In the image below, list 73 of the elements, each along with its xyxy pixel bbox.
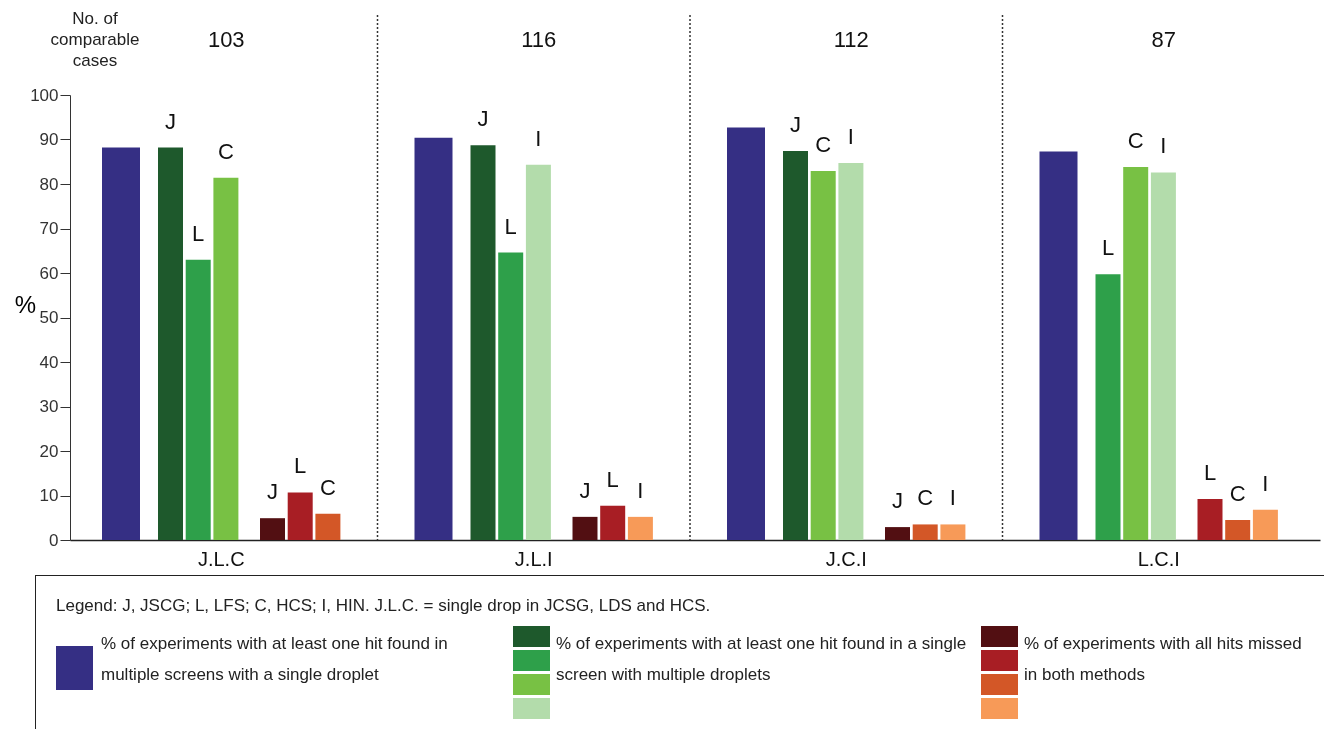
y-tick-label: 100 [30, 85, 59, 105]
bar [525, 164, 551, 540]
bar [783, 151, 808, 540]
data-label: J [790, 112, 801, 138]
data-label: J [477, 106, 489, 132]
bar [838, 163, 864, 540]
data-label: I [535, 125, 542, 151]
text: 103 [207, 27, 245, 52]
y-tick-label: 40 [39, 352, 59, 372]
data-label: J [892, 488, 903, 514]
bar [470, 145, 496, 540]
bar [1150, 172, 1176, 540]
x-tick-label: J.L.C [197, 548, 245, 570]
bar [414, 137, 453, 540]
y-tick-label: 90 [39, 130, 59, 149]
text: No. of comparable cases [49, 8, 141, 71]
data-label: J [165, 108, 176, 134]
data-label: L [1101, 235, 1115, 261]
bar [600, 505, 626, 540]
data-label: L [606, 466, 619, 492]
bar [912, 524, 938, 540]
bar [287, 492, 313, 540]
data-label: I [1262, 470, 1269, 496]
bar [627, 516, 653, 540]
y-tick-label: 80 [39, 174, 59, 194]
x-tick-label: L.C.I [1137, 548, 1180, 570]
text: 116 [521, 27, 557, 52]
data-label: C [815, 132, 832, 158]
x-tick-label: J.C.I [825, 548, 867, 570]
text: % of experiments with at least one hit found in multiple screens with a single droplet [101, 633, 449, 686]
y-tick-label: 50 [39, 308, 59, 327]
data-label: L [504, 213, 517, 239]
bar [727, 127, 765, 540]
text: 87 [1151, 27, 1176, 52]
y-axis-title: % [14, 291, 37, 318]
bar [810, 171, 836, 540]
bar [1252, 509, 1278, 540]
y-tick-label: 0 [49, 530, 59, 550]
data-label: J [579, 477, 591, 503]
bar [498, 252, 524, 540]
bar [1123, 167, 1149, 540]
data-label: I [847, 124, 854, 150]
y-tick-label: 70 [39, 219, 59, 238]
data-label: L [192, 220, 205, 246]
data-label: C [917, 485, 934, 511]
bar [102, 147, 140, 540]
data-label: L [294, 453, 307, 479]
data-label: C [1229, 480, 1246, 506]
x-tick-label: J.L.I [514, 548, 553, 570]
data-label: C [319, 474, 336, 500]
bar [1039, 151, 1078, 540]
legend-title: Legend: J, JSCG; L, LFS; C, HCS; I, HIN. J.L.C. = single drop in JCSG, LDS and HCS. [56, 596, 711, 616]
bar [185, 259, 211, 540]
data-label: I [949, 485, 956, 511]
text: % of experiments with at least one hit found in a single screen with multiple droplets [556, 633, 968, 686]
bar [158, 147, 183, 540]
data-label: C [1127, 128, 1144, 154]
data-label: J [267, 479, 278, 505]
y-tick-label: 60 [39, 263, 59, 283]
bar [885, 527, 910, 540]
y-tick-label: 30 [39, 397, 59, 416]
text: 112 [833, 27, 869, 52]
bar [1225, 519, 1251, 540]
data-label: L [1203, 460, 1217, 486]
bar [572, 516, 598, 540]
data-label: I [637, 477, 644, 503]
bar [940, 524, 966, 540]
y-tick-label: 10 [39, 486, 59, 505]
text: % of experiments with all hits missed in both methods [1024, 633, 1303, 686]
data-label: C [217, 138, 234, 164]
data-label: I [1160, 133, 1167, 159]
y-tick-label: 20 [39, 441, 59, 461]
bar [260, 518, 285, 540]
